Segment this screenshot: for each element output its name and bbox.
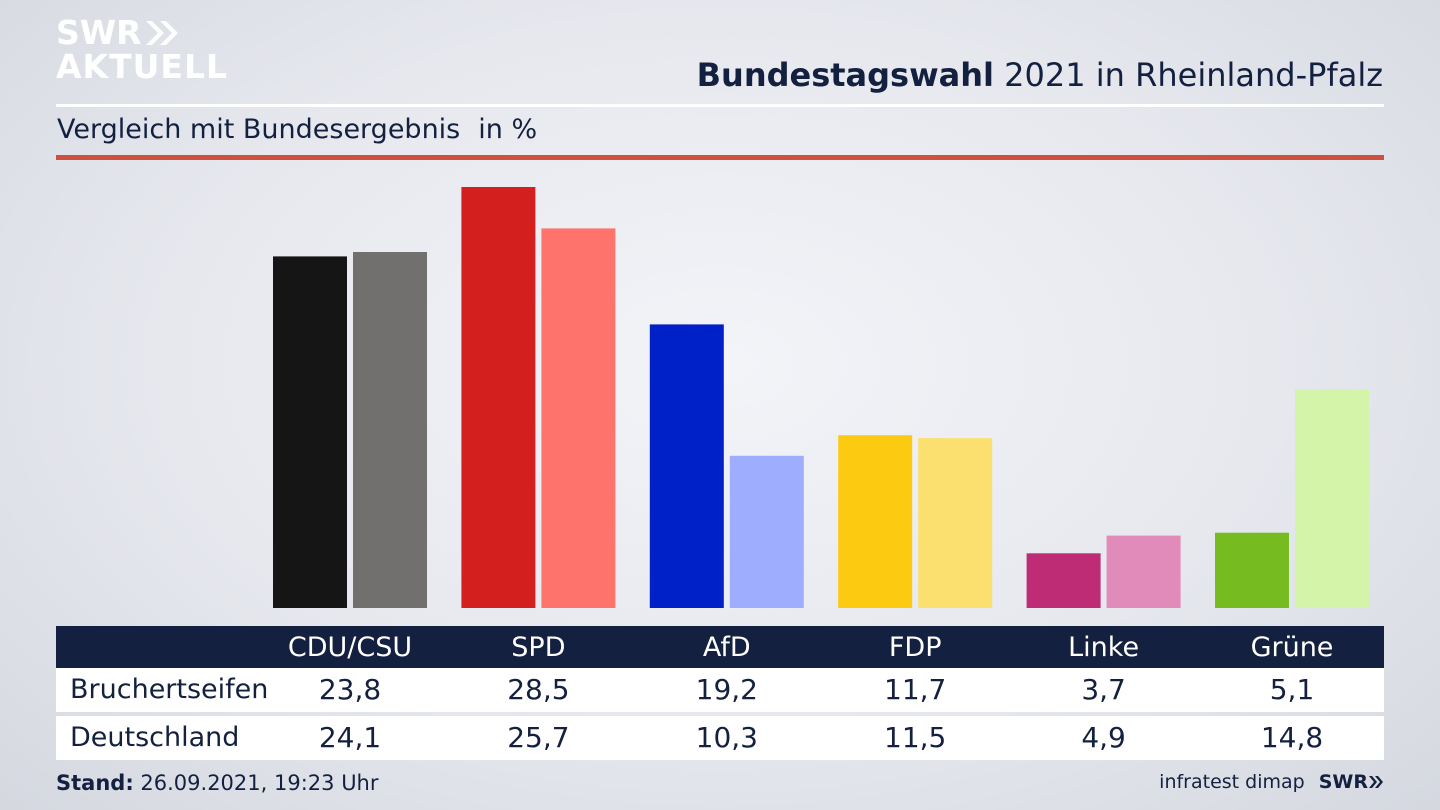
double-chevron-icon [145,21,178,45]
row-label: Bruchertseifen [70,674,269,705]
source-credit: infratest dimap SWR [1159,771,1384,793]
bar-spd-national [541,228,616,608]
table-cell: 5,1 [1269,673,1315,706]
column-header: SPD [511,632,566,663]
stand-value: 26.09.2021, 19:23 Uhr [140,771,379,795]
title-divider [56,104,1384,107]
timestamp: Stand: 26.09.2021, 19:23 Uhr [56,771,379,795]
column-header: CDU/CSU [287,632,413,663]
table-cell: 4,9 [1081,721,1126,754]
column-header: AfD [702,632,751,663]
table-cell: 25,7 [507,721,570,754]
bar-afd-national [729,455,804,608]
swr-aktuell-logo: SWR AKTUELL [56,16,228,84]
bar-gr-ne-national [1295,389,1369,608]
bar-fdp-local [838,435,913,608]
title-bold: Bundestagswahl [696,56,994,94]
table-cell: 14,8 [1260,721,1324,754]
bar-afd-local [649,324,724,608]
bar-gr-ne-local [1215,532,1289,608]
accent-divider [56,155,1384,160]
bar-chart [273,187,1369,608]
source-text: infratest dimap [1159,771,1305,793]
table-cell: 11,7 [884,673,947,706]
table-header-row: CDU/CSU SPD AfD FDP Linke Grüne [56,626,1384,668]
swr-small-logo: SWR [1318,771,1368,793]
subtitle-text: Vergleich mit Bundesergebnis [57,114,461,145]
table-cell: 11,5 [884,721,947,754]
logo-swr-text: SWR [56,13,142,52]
row-label: Deutschland [70,722,240,753]
double-chevron-small-icon [1369,776,1383,788]
unit-label: in % [478,114,538,145]
results-table: CDU/CSU SPD AfD FDP Linke Grüne Bruchertseife… [56,626,1384,760]
bar-linke-local [1026,553,1101,608]
chart-subtitle: Vergleich mit Bundesergebnis in % [57,114,537,145]
table-cell: 24,1 [318,721,382,754]
table-cell: 10,3 [695,721,758,754]
table-cell: 3,7 [1081,673,1126,706]
page-title: Bundestagswahl 2021 in Rheinland-Pfalz [697,56,1383,94]
title-rest: 2021 in Rheinland-Pfalz [1004,56,1383,94]
stand-label: Stand: [56,771,134,795]
column-header: FDP [888,632,942,663]
table-row: Deutschland 24,1 25,7 10,3 11,5 4,9 14,8 [56,716,1384,760]
column-header: Linke [1068,632,1140,663]
table-cell: 23,8 [318,673,382,706]
bar-cdu-csu-local [273,256,347,608]
bar-spd-local [461,187,536,608]
bar-linke-national [1106,535,1181,608]
table-cell: 28,5 [507,673,570,706]
bar-cdu-csu-national [353,252,427,608]
bar-fdp-national [918,438,993,608]
column-header: Grüne [1250,632,1334,663]
logo-aktuell-text: AKTUELL [56,47,229,86]
table-row: Bruchertseifen 23,8 28,5 19,2 11,7 3,7 5,1 [56,668,1384,712]
table-cell: 19,2 [695,673,758,706]
